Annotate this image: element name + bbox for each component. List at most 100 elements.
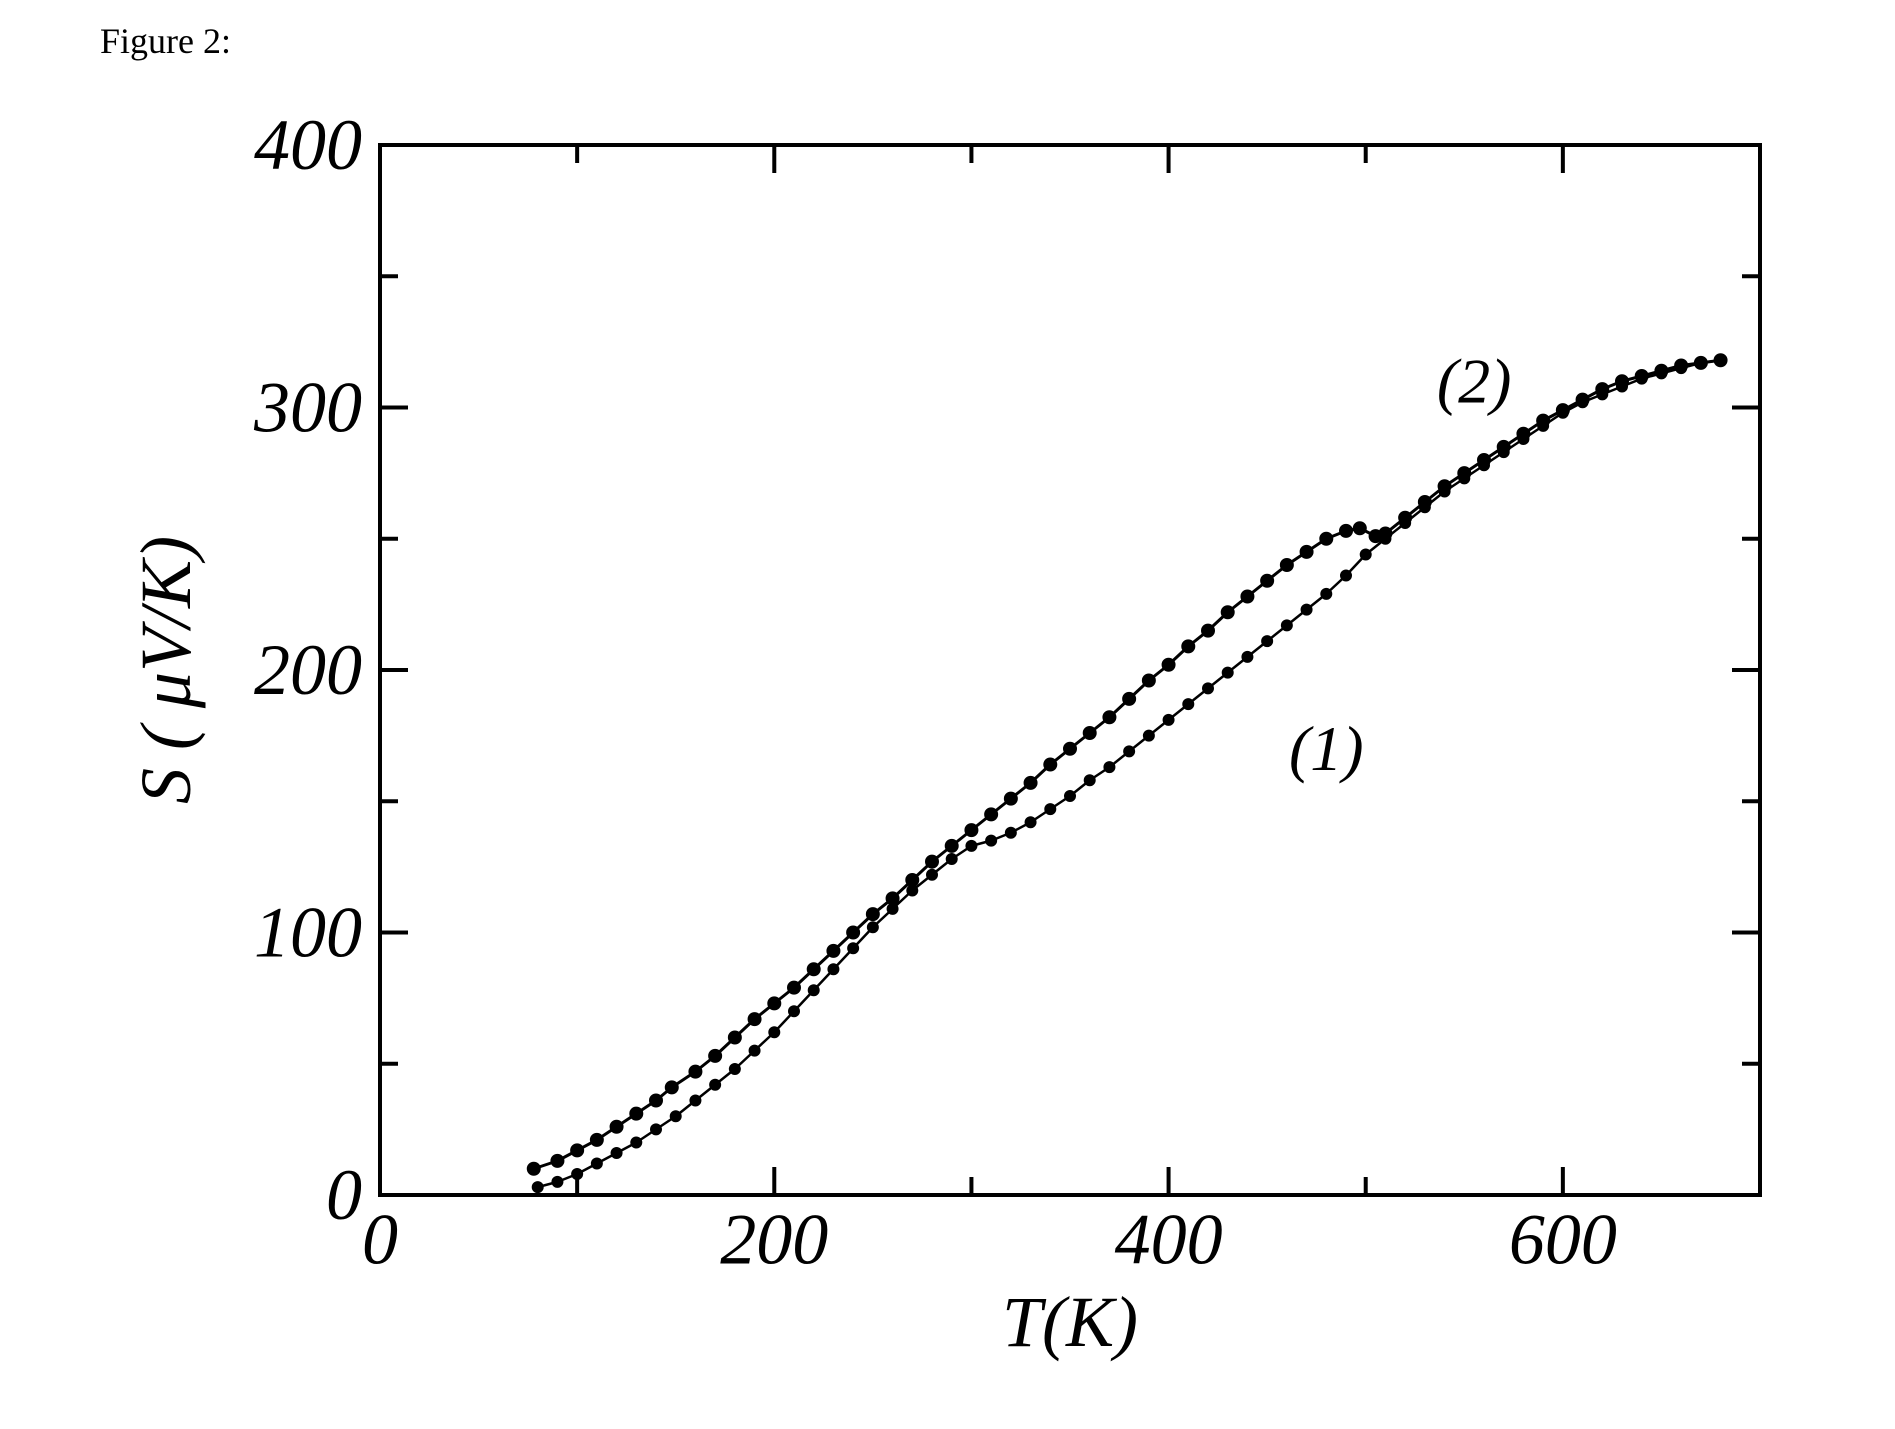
- series-2-marker: [866, 908, 879, 921]
- series-1-marker: [651, 1124, 662, 1135]
- series-1-marker: [1065, 791, 1076, 802]
- series-2-marker: [1320, 532, 1333, 545]
- series-2-marker: [1182, 640, 1195, 653]
- series-1-marker: [789, 1006, 800, 1017]
- series-1-marker: [1143, 730, 1154, 741]
- series-2-marker: [847, 926, 860, 939]
- series-2-marker: [1280, 559, 1293, 572]
- series-2-marker: [1353, 522, 1366, 535]
- series-2-marker: [1083, 727, 1096, 740]
- series-1-marker: [1321, 588, 1332, 599]
- series-2-marker: [630, 1107, 643, 1120]
- series-2-marker: [571, 1144, 584, 1157]
- series-2-marker: [728, 1031, 741, 1044]
- x-tick-label: 0: [362, 1199, 398, 1279]
- series-1-marker: [1183, 699, 1194, 710]
- series-2-marker: [709, 1049, 722, 1062]
- series-1-marker: [710, 1079, 721, 1090]
- series-1-marker: [927, 869, 938, 880]
- series-2-marker: [965, 824, 978, 837]
- series-1-marker: [848, 943, 859, 954]
- y-tick-label: 100: [254, 892, 362, 972]
- series-2-marker: [1458, 467, 1471, 480]
- series-2-marker: [1103, 711, 1116, 724]
- series-2-marker: [985, 808, 998, 821]
- x-tick-label: 600: [1509, 1199, 1617, 1279]
- series-2-marker: [527, 1162, 540, 1175]
- series-1-marker: [1104, 762, 1115, 773]
- series-2-marker: [1202, 624, 1215, 637]
- series-2-marker: [1162, 658, 1175, 671]
- series-2-marker: [1379, 527, 1392, 540]
- series-2-marker: [1655, 364, 1668, 377]
- series-1-marker: [1045, 804, 1056, 815]
- series-2-marker: [1537, 414, 1550, 427]
- x-tick-label: 400: [1115, 1199, 1223, 1279]
- series-2-marker: [1300, 545, 1313, 558]
- series-1-marker: [591, 1158, 602, 1169]
- series-2-marker: [1024, 776, 1037, 789]
- series-1-marker: [1281, 620, 1292, 631]
- figure-caption: Figure 2:: [100, 20, 231, 62]
- series-2-marker: [1675, 359, 1688, 372]
- x-tick-label: 200: [720, 1199, 828, 1279]
- y-tick-label: 200: [254, 630, 362, 710]
- x-axis-label: T(K): [1002, 1282, 1138, 1362]
- series-2-marker: [1694, 356, 1707, 369]
- series-2-marker: [1596, 383, 1609, 396]
- chart-container: 02004006000100200300400T(K)S ( μV/K)(1)(…: [100, 75, 1820, 1395]
- series-2-marker: [788, 981, 801, 994]
- series-2-marker: [807, 963, 820, 976]
- series-1-marker: [631, 1137, 642, 1148]
- series-2-marker: [689, 1065, 702, 1078]
- page-root: { "figure_caption": "Figure 2:", "chart"…: [0, 0, 1895, 1429]
- y-tick-label: 300: [253, 367, 362, 447]
- series-2-marker: [1438, 480, 1451, 493]
- series-1-marker: [867, 922, 878, 933]
- series-2-marker: [1616, 375, 1629, 388]
- chart-svg: 02004006000100200300400T(K)S ( μV/K)(1)(…: [100, 75, 1820, 1395]
- series-2-marker: [1399, 511, 1412, 524]
- series-2-marker: [1576, 393, 1589, 406]
- series-1-marker: [1005, 827, 1016, 838]
- series-1-marker: [966, 840, 977, 851]
- series-2-marker: [551, 1154, 564, 1167]
- y-axis-label: S ( μV/K): [126, 536, 206, 804]
- series-2-marker: [610, 1120, 623, 1133]
- series-2-marker: [1418, 496, 1431, 509]
- series-1-marker: [690, 1095, 701, 1106]
- series-2-marker: [1221, 606, 1234, 619]
- series-1-marker: [1301, 604, 1312, 615]
- series-2-marker: [1241, 590, 1254, 603]
- series-1-marker: [611, 1148, 622, 1159]
- series-1-marker: [1025, 817, 1036, 828]
- series-1-marker: [1084, 775, 1095, 786]
- series-1-marker: [1341, 570, 1352, 581]
- series-2-marker: [1004, 792, 1017, 805]
- series-2-marker: [1517, 427, 1530, 440]
- series-2-marker: [1340, 524, 1353, 537]
- series-1-marker: [946, 854, 957, 865]
- series-1-marker: [1124, 746, 1135, 757]
- series-2-marker: [886, 892, 899, 905]
- series-2-marker: [1044, 758, 1057, 771]
- series-1-marker: [828, 964, 839, 975]
- series-1-marker: [670, 1111, 681, 1122]
- series-1-marker: [1262, 636, 1273, 647]
- series-2-marker: [590, 1133, 603, 1146]
- series-2-marker: [665, 1081, 678, 1094]
- series-1-annotation: (1): [1289, 713, 1364, 784]
- series-1-marker: [1163, 714, 1174, 725]
- series-2-marker: [906, 874, 919, 887]
- series-1-marker: [749, 1045, 760, 1056]
- series-2-marker: [1261, 574, 1274, 587]
- series-1-marker: [1360, 549, 1371, 560]
- series-1-marker: [1222, 667, 1233, 678]
- series-1-marker: [729, 1064, 740, 1075]
- series-1-marker: [572, 1169, 583, 1180]
- series-2-marker: [926, 855, 939, 868]
- series-2-marker: [1478, 454, 1491, 467]
- series-2-marker: [1064, 742, 1077, 755]
- y-tick-label: 0: [326, 1155, 362, 1235]
- series-2-marker: [1556, 404, 1569, 417]
